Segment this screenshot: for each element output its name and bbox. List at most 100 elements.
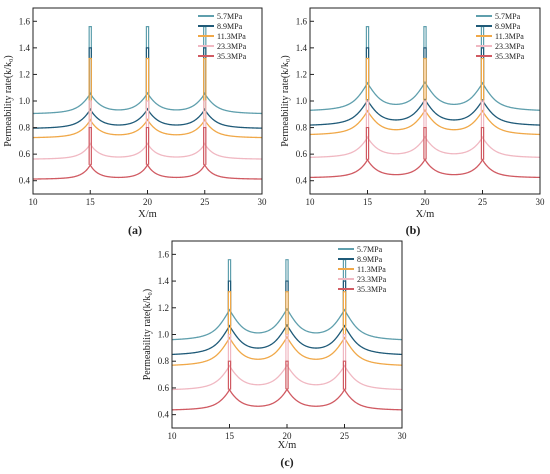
x-tick-label: 15 [86,197,96,207]
x-axis-label: X/m [138,209,157,220]
chart-panel-1: 10 15 20 25 30 0.4 0.6 0.8 1.0 1.2 1.4 1.6 X/m Permea… [3,7,268,237]
peak-spike [480,100,485,138]
peak-spike [227,291,232,338]
series-line [171,307,403,341]
legend-label: 23.3MPa [357,275,387,284]
y-tick-label: 1.2 [296,69,307,79]
series-line [33,142,262,160]
y-tick-label: 1.0 [296,96,308,106]
x-tick-label: 30 [536,197,546,207]
series-line [309,81,541,111]
peak-spike [88,100,92,144]
x-tick-label: 30 [258,197,268,207]
series-line [309,135,541,158]
legend-label: 11.3MPa [217,32,246,41]
panel-label: (c) [280,455,293,469]
x-axis-label: X/m [416,209,435,220]
series-line [309,98,541,126]
x-tick-label: 20 [283,431,293,441]
panel-label: (a) [128,223,142,237]
y-tick-label: 1.6 [296,16,308,26]
y-tick-label: 0.6 [19,149,31,159]
legend-label: 23.3MPa [217,42,247,51]
peak-spike [285,333,289,366]
series-line [171,323,403,356]
y-tick-label: 0.6 [158,383,170,393]
legend-label: 35.3MPa [217,52,247,61]
y-tick-label: 0.4 [19,176,31,186]
peak-spike [342,291,347,338]
series-line [33,163,262,180]
legend-label: 8.9MPa [357,255,383,264]
peak-spike [227,360,232,390]
x-tick-label: 25 [200,197,210,207]
legend-label: 11.3MPa [357,265,386,274]
legend-label: 35.3MPa [357,285,387,294]
peak-spike [203,100,207,144]
legend-label: 8.9MPa [495,22,521,31]
x-tick-label: 10 [29,197,39,207]
y-tick-label: 0.6 [296,149,308,159]
peak-spike [342,333,347,366]
peak-spike [203,126,207,165]
y-tick-label: 1.4 [158,276,170,286]
y-axis-label: Permeability rate(k/k₀) [142,289,153,381]
x-tick-label: 25 [340,431,350,441]
panel-label: (b) [406,223,421,237]
peak-spike [145,126,150,165]
peak-spike [480,57,485,111]
series-line [32,91,263,115]
legend-label: 23.3MPa [495,42,525,51]
peak-spike [285,291,289,338]
x-tick-label: 10 [168,431,178,441]
x-tick-label: 10 [306,197,316,207]
legend-label: 35.3MPa [495,52,525,61]
peak-spike [227,333,232,366]
peak-spike [423,57,427,111]
peak-spike [423,100,427,137]
y-tick-label: 0.4 [158,410,170,420]
x-tick-label: 15 [225,431,235,441]
legend-label: 5.7MPa [495,12,521,21]
x-tick-label: 30 [398,431,408,441]
series-group [309,26,541,179]
series-group [32,26,263,180]
chart-panel-3: 10 15 20 25 30 0.4 0.6 0.8 1.0 1.2 1.4 1.6 X/m Permea… [142,240,408,469]
y-tick-label: 0.4 [296,176,308,186]
y-tick-label: 1.0 [19,96,31,106]
y-tick-label: 0.8 [19,123,31,133]
y-tick-label: 0.8 [296,123,308,133]
series-line [309,158,541,179]
series-line [309,109,541,136]
y-axis-label: Permeability rate(k/k₀) [3,55,14,147]
legend-label: 5.7MPa [357,245,383,254]
series-line [171,335,403,366]
peak-spike [88,126,92,165]
x-tick-label: 20 [421,197,431,207]
x-axis-label: X/m [278,440,297,451]
series-line [32,107,263,129]
x-tick-label: 20 [143,197,153,207]
peak-spike [145,100,150,144]
peak-spike [480,126,485,160]
legend-label: 5.7MPa [217,12,243,21]
y-tick-label: 1.6 [158,249,170,259]
series-line [171,363,403,391]
peak-spike [203,57,207,120]
y-tick-label: 1.2 [19,69,30,79]
y-tick-label: 1.4 [296,43,308,53]
series-line [171,387,403,411]
peak-spike [145,57,150,120]
y-tick-label: 1.2 [158,303,169,313]
legend-label: 11.3MPa [495,32,524,41]
y-tick-label: 1.6 [19,16,31,26]
y-axis-label: Permeability rate(k/k₀) [280,55,291,147]
peak-spike [88,57,92,120]
peak-spike [423,126,427,160]
y-tick-label: 1.4 [19,43,31,53]
peak-spike [365,100,370,138]
legend-label: 8.9MPa [217,22,243,31]
